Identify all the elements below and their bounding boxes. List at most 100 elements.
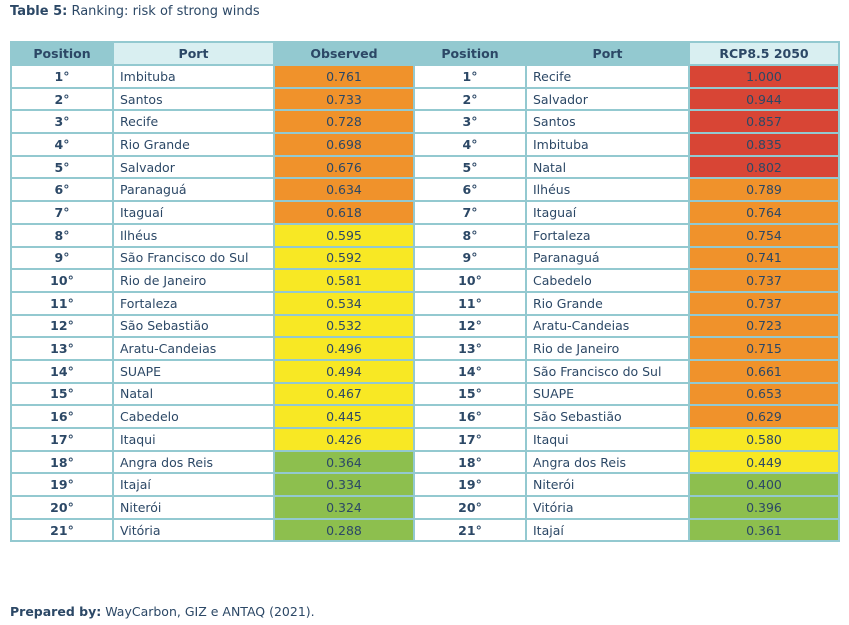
rcp-value-cell: 0.661 (688, 358, 840, 384)
port-cell: Santos (112, 86, 275, 112)
table-row: 13° Aratu-Candeias 0.496 13° Rio de Janeiro 0… (10, 336, 840, 361)
port-cell: Recife (525, 64, 690, 89)
rcp-value-cell: 0.857 (688, 109, 840, 135)
observed-value-cell: 0.733 (273, 86, 415, 112)
port-cell: Imbituba (112, 64, 275, 89)
port-cell: São Francisco do Sul (112, 245, 275, 271)
observed-value-cell: 0.496 (273, 336, 415, 361)
port-cell: Aratu-Candeias (525, 313, 690, 339)
position-cell: 6° (10, 177, 114, 203)
observed-value-cell: 0.534 (273, 290, 415, 316)
header-port-2: Port (525, 41, 690, 66)
table-row: 2° Santos 0.733 2° Salvador 0.944 (10, 86, 840, 112)
rcp-value-cell: 1.000 (688, 64, 840, 89)
rcp-value-cell: 0.715 (688, 336, 840, 361)
port-cell: Recife (112, 109, 275, 135)
observed-value-cell: 0.445 (273, 404, 415, 429)
position-cell: 17° (413, 427, 527, 452)
observed-value-cell: 0.761 (273, 64, 415, 89)
observed-value-cell: 0.728 (273, 109, 415, 135)
port-cell: Angra dos Reis (112, 449, 275, 475)
table-row: 6° Paranaguá 0.634 6° Ilhéus 0.789 (10, 177, 840, 203)
caption-label: Table 5: (10, 4, 68, 19)
table-row: 11° Fortaleza 0.534 11° Rio Grande 0.737 (10, 290, 840, 316)
header-rcp85-2050: RCP8.5 2050 (688, 41, 840, 66)
port-cell: São Francisco do Sul (525, 358, 690, 384)
port-cell: Ilhéus (112, 222, 275, 248)
position-cell: 15° (413, 381, 527, 407)
rcp-value-cell: 0.754 (688, 222, 840, 248)
port-cell: Imbituba (525, 132, 690, 157)
position-cell: 18° (413, 449, 527, 475)
position-cell: 14° (10, 358, 114, 384)
header-position-2: Position (413, 41, 527, 66)
position-cell: 11° (10, 290, 114, 316)
rcp-value-cell: 0.802 (688, 154, 840, 180)
rcp-value-cell: 0.723 (688, 313, 840, 339)
rcp-value-cell: 0.737 (688, 290, 840, 316)
position-cell: 15° (10, 381, 114, 407)
table-row: 18° Angra dos Reis 0.364 18° Angra dos Reis 0… (10, 449, 840, 475)
port-cell: Fortaleza (525, 222, 690, 248)
position-cell: 6° (413, 177, 527, 203)
table-row: 5° Salvador 0.676 5° Natal 0.802 (10, 154, 840, 180)
port-cell: Rio Grande (525, 290, 690, 316)
rcp-value-cell: 0.580 (688, 427, 840, 452)
rcp-value-cell: 0.396 (688, 495, 840, 520)
rcp-value-cell: 0.764 (688, 200, 840, 225)
port-cell: Itajaí (112, 472, 275, 498)
header-observed: Observed (273, 41, 415, 66)
table-row: 1° Imbituba 0.761 1° Recife 1.000 (10, 64, 840, 89)
observed-value-cell: 0.595 (273, 222, 415, 248)
position-cell: 8° (413, 222, 527, 248)
table-row: 3° Recife 0.728 3° Santos 0.857 (10, 109, 840, 135)
observed-value-cell: 0.426 (273, 427, 415, 452)
position-cell: 9° (413, 245, 527, 271)
position-cell: 3° (413, 109, 527, 135)
table-row: 4° Rio Grande 0.698 4° Imbituba 0.835 (10, 132, 840, 157)
position-cell: 9° (10, 245, 114, 271)
position-cell: 13° (413, 336, 527, 361)
observed-value-cell: 0.494 (273, 358, 415, 384)
port-cell: Salvador (112, 154, 275, 180)
port-cell: Niterói (112, 495, 275, 520)
port-cell: Rio de Janeiro (525, 336, 690, 361)
table-row: 15° Natal 0.467 15° SUAPE 0.653 (10, 381, 840, 407)
position-cell: 1° (413, 64, 527, 89)
observed-value-cell: 0.364 (273, 449, 415, 475)
rcp-value-cell: 0.653 (688, 381, 840, 407)
position-cell: 7° (10, 200, 114, 225)
position-cell: 2° (413, 86, 527, 112)
rcp-value-cell: 0.400 (688, 472, 840, 498)
table-row: 9° São Francisco do Sul 0.592 9° Paranaguá 0.… (10, 245, 840, 271)
caption-text: Ranking: risk of strong winds (71, 4, 260, 19)
rcp-value-cell: 0.741 (688, 245, 840, 271)
table-row: 21° Vitória 0.288 21° Itajaí 0.361 (10, 517, 840, 543)
position-cell: 16° (413, 404, 527, 429)
position-cell: 10° (10, 268, 114, 293)
position-cell: 20° (413, 495, 527, 520)
port-cell: Itaqui (525, 427, 690, 452)
position-cell: 14° (413, 358, 527, 384)
position-cell: 4° (413, 132, 527, 157)
position-cell: 16° (10, 404, 114, 429)
source-label: Prepared by: (10, 604, 102, 619)
table-row: 19° Itajaí 0.334 19° Niterói 0.400 (10, 472, 840, 498)
position-cell: 13° (10, 336, 114, 361)
port-cell: Itaguaí (112, 200, 275, 225)
header-port-1: Port (112, 41, 275, 66)
port-cell: Cabedelo (112, 404, 275, 429)
header-position-1: Position (10, 41, 114, 66)
rcp-value-cell: 0.629 (688, 404, 840, 429)
port-cell: Natal (112, 381, 275, 407)
rcp-value-cell: 0.835 (688, 132, 840, 157)
position-cell: 10° (413, 268, 527, 293)
table-row: 16° Cabedelo 0.445 16° São Sebastião 0.629 (10, 404, 840, 429)
port-cell: Rio Grande (112, 132, 275, 157)
source-note: Prepared by: WayCarbon, GIZ e ANTAQ (202… (10, 604, 315, 619)
table-row: 12° São Sebastião 0.532 12° Aratu-Candeias 0.… (10, 313, 840, 339)
position-cell: 8° (10, 222, 114, 248)
port-cell: Vitória (525, 495, 690, 520)
table-row: 14° SUAPE 0.494 14° São Francisco do Sul 0.66… (10, 358, 840, 384)
port-cell: Salvador (525, 86, 690, 112)
